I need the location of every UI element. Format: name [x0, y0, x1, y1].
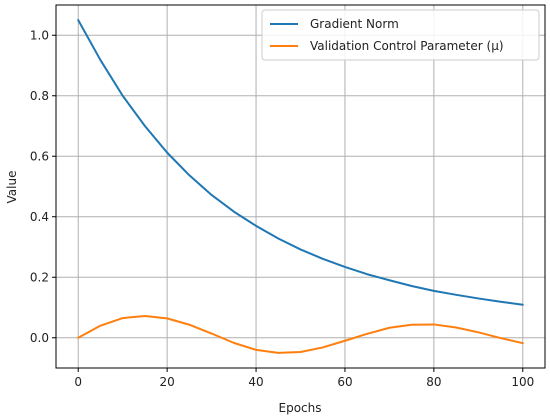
grid-layer — [56, 5, 545, 368]
y-tick-label: 0.2 — [30, 270, 49, 284]
y-tick-label: 1.0 — [30, 28, 49, 42]
y-tick-label: 0.0 — [30, 331, 49, 345]
x-tick-label: 20 — [159, 375, 174, 389]
x-axis-label: Epochs — [279, 401, 322, 415]
y-axis-label: Value — [5, 171, 19, 204]
y-tick-label: 0.4 — [30, 210, 49, 224]
y-tick-label: 0.6 — [30, 149, 49, 163]
legend-box — [261, 9, 540, 61]
series-line-gradient-norm — [77, 19, 524, 306]
y-tick-label: 0.8 — [30, 89, 49, 103]
y-axis-ticks: 0.0 0.2 0.4 0.6 0.8 1.0 — [30, 28, 56, 345]
series-layer — [77, 19, 524, 354]
x-tick-label: 60 — [337, 375, 352, 389]
plot-area-frame — [55, 4, 546, 369]
legend-label-validation-control-parameter: Validation Control Parameter (μ) — [310, 39, 504, 53]
x-tick-label: 100 — [511, 375, 534, 389]
x-axis-ticks: 0 20 40 60 80 100 — [74, 368, 534, 389]
legend-label-gradient-norm: Gradient Norm — [310, 17, 399, 31]
x-tick-label: 0 — [74, 375, 82, 389]
legend: Gradient Norm Validation Control Paramet… — [261, 9, 540, 61]
x-tick-label: 80 — [426, 375, 441, 389]
x-tick-label: 40 — [248, 375, 263, 389]
series-line-validation-control-parameter — [77, 314, 524, 354]
